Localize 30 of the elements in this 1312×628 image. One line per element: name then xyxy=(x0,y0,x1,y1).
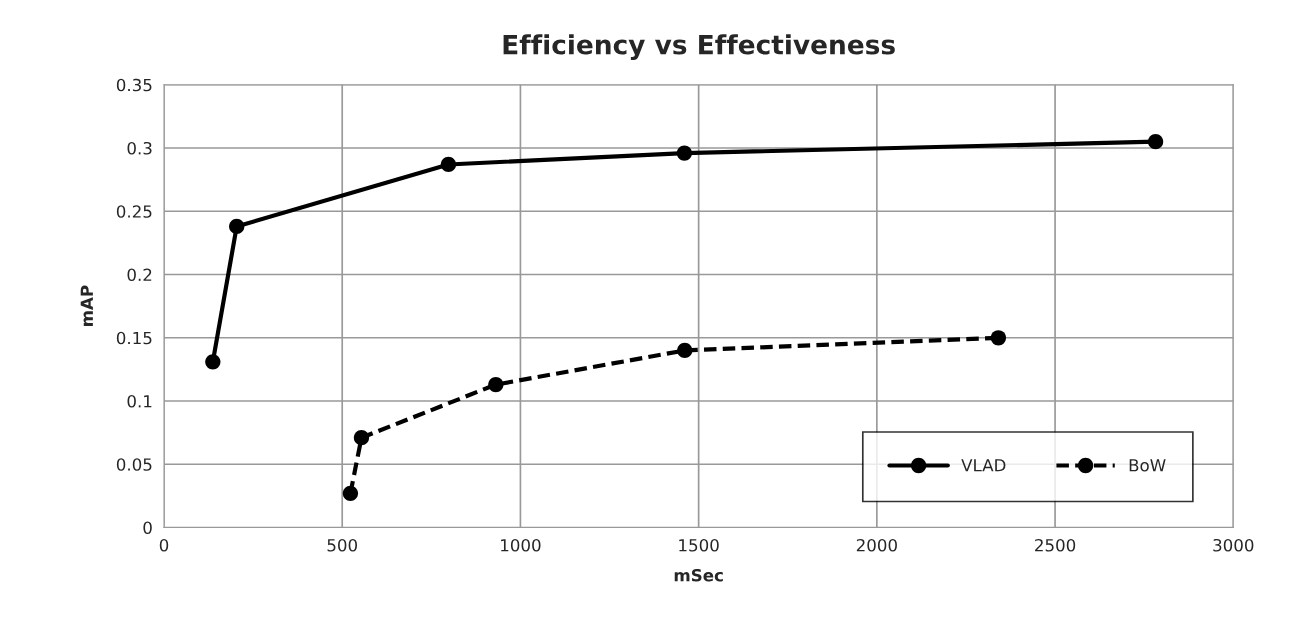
y-tick-label: 0.15 xyxy=(116,331,152,345)
point xyxy=(677,342,693,359)
point xyxy=(1147,134,1164,150)
y-tick-label: 0 xyxy=(143,521,152,535)
y-tick-label: 0.35 xyxy=(116,78,152,92)
x-tick-label: 500 xyxy=(327,538,358,552)
y-tick-label: 0.3 xyxy=(127,141,152,155)
x-tick-label: 3000 xyxy=(1213,538,1254,552)
y-tick-label: 0.2 xyxy=(127,268,152,282)
x-tick-label: 1000 xyxy=(501,538,541,552)
x-tick-label: 2000 xyxy=(856,538,897,552)
point xyxy=(440,156,457,173)
x-tick-label: 1500 xyxy=(679,538,719,552)
point xyxy=(676,145,693,161)
point xyxy=(205,354,221,370)
legend-label: BoW xyxy=(1129,459,1166,472)
point xyxy=(488,376,504,393)
point xyxy=(342,485,359,501)
point xyxy=(353,430,370,446)
x-tick-label: 0 xyxy=(159,538,169,552)
point xyxy=(990,330,1007,346)
point xyxy=(229,218,245,235)
chart-title: Efficiency vs Effectiveness xyxy=(503,34,895,60)
y-tick-label: 0.1 xyxy=(127,394,152,408)
legend-label: VLAD xyxy=(961,459,1006,472)
x-axis-title: mSec xyxy=(674,568,723,582)
y-tick-label: 0.05 xyxy=(116,458,152,471)
x-tick-label: 2500 xyxy=(1035,538,1076,552)
y-tick-label: 0.25 xyxy=(116,205,152,218)
y-axis-title: mAP xyxy=(80,285,93,327)
